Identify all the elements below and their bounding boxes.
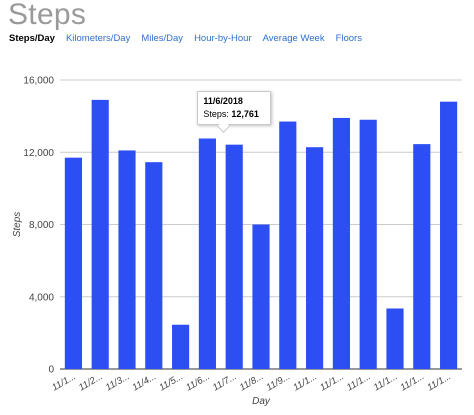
x-tick-label: 11/1... [425,371,453,393]
tab-average-week[interactable]: Average Week [262,33,325,44]
bar[interactable] [306,147,324,369]
tab-steps-per-day[interactable]: Steps/Day [9,33,55,44]
y-axis-title: Steps [12,212,23,238]
x-tick-label: 11/1... [291,371,319,393]
x-tick-label: 11/4... [131,371,159,393]
x-tick-label: 11/1... [318,371,346,393]
x-tick-label: 11/6... [184,371,212,393]
tooltip-label: Steps: [203,108,232,119]
x-axis-title: Day [252,396,271,407]
tab-miles-per-day[interactable]: Miles/Day [141,33,184,44]
view-tabs: Steps/Day Kilometers/Day Miles/Day Hour-… [9,33,373,47]
x-tick-label: 11/2... [77,371,105,393]
bar[interactable] [172,324,190,369]
bar[interactable] [118,150,136,369]
bar[interactable] [279,121,297,369]
tooltip-date: 11/6/2018 [203,95,243,106]
bar[interactable] [440,101,458,370]
tooltip-value: 12,761 [231,108,259,119]
bar[interactable] [386,308,404,369]
y-tick-label: 0 [48,365,54,376]
x-tick-label: 11/5... [157,371,185,393]
y-tick-label: 8,000 [29,220,54,231]
bar[interactable] [64,157,82,369]
bar[interactable] [198,138,216,369]
x-tick-label: 11/1... [399,371,427,393]
bar[interactable] [359,119,377,369]
bar[interactable] [145,162,163,369]
x-tick-label: 11/7... [211,371,239,393]
bar[interactable] [413,144,431,369]
bar[interactable] [252,224,270,370]
tab-kilometers-per-day[interactable]: Kilometers/Day [65,33,131,44]
tooltip-row: Steps: 12,761 [203,108,265,121]
x-tick-label: 11/1... [372,371,400,393]
x-tick-label: 11/3... [104,371,132,393]
bar-tooltip: 11/6/2018 Steps: 12,761 [197,90,272,125]
tab-hour-by-hour[interactable]: Hour-by-Hour [194,33,252,44]
x-tick-label: 11/9... [265,371,293,393]
x-tick-label: 11/1... [50,371,78,393]
y-tick-label: 16,000 [23,76,54,87]
steps-chart: 0 4,000 8,000 12,000 16,000 11/1... 11/2... 11/… [0,52,474,410]
bar[interactable] [91,99,109,370]
y-tick-label: 12,000 [23,148,54,159]
x-tick-label: 11/8... [238,371,266,393]
x-tick-label: 11/1... [345,371,373,393]
bar[interactable] [332,117,350,370]
tab-floors[interactable]: Floors [335,33,362,44]
y-tick-label: 4,000 [29,292,54,303]
page-title: Steps [8,0,87,31]
bar[interactable] [225,144,243,369]
